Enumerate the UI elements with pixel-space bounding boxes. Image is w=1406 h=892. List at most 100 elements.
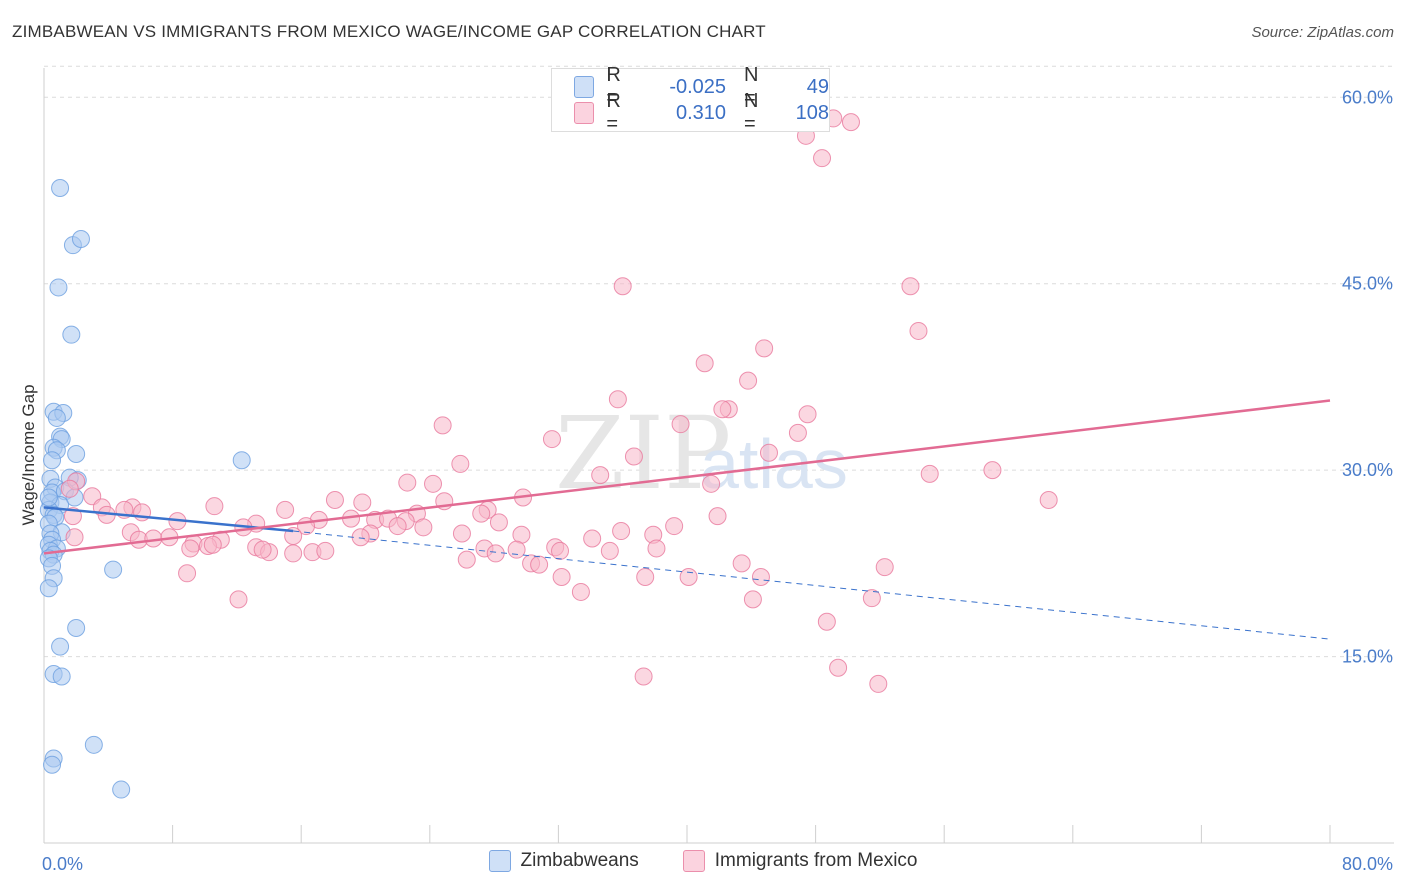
- scatter-point: [388, 517, 407, 536]
- scatter-point: [869, 674, 888, 693]
- scatter-point: [112, 780, 131, 799]
- stats-r-label: R =: [606, 90, 621, 135]
- scatter-point: [229, 590, 248, 609]
- scatter-point: [571, 582, 590, 601]
- scatter-point: [759, 443, 778, 462]
- watermark-zip: ZIP: [555, 395, 731, 512]
- scatter-point: [39, 579, 58, 598]
- scatter-point: [433, 416, 452, 435]
- scatter-point: [424, 474, 443, 493]
- scatter-point: [862, 589, 881, 608]
- stats-n-value: 108: [795, 101, 829, 124]
- stats-row-mexico: R = 0.310 N = 108: [574, 90, 829, 135]
- legend-item-mexico[interactable]: Immigrants from Mexico: [682, 850, 918, 872]
- scatter-point: [671, 415, 690, 434]
- scatter-point: [52, 667, 71, 686]
- y-tick-label: 30.0%: [1342, 460, 1393, 480]
- scatter-point: [841, 113, 860, 132]
- scatter-point: [398, 473, 417, 492]
- scatter-point: [316, 541, 335, 560]
- scatter-point: [552, 568, 571, 587]
- scatter-point: [451, 454, 470, 473]
- legend-label: Zimbabweans: [520, 850, 639, 871]
- scatter-point: [542, 430, 561, 449]
- scatter-point: [813, 149, 832, 168]
- stats-r-value: 0.310: [675, 101, 727, 124]
- scatter-point: [829, 658, 848, 677]
- scatter-point: [489, 513, 508, 532]
- scatter-point: [708, 507, 727, 526]
- scatter-point: [755, 339, 774, 358]
- scatter-point: [702, 474, 721, 493]
- scatter-point: [253, 540, 272, 559]
- scatter-point: [67, 444, 86, 463]
- legend-label: Immigrants from Mexico: [714, 850, 918, 871]
- scatter-point: [600, 541, 619, 560]
- scatter-point: [624, 447, 643, 466]
- scatter-point: [43, 451, 62, 470]
- scatter-point: [665, 517, 684, 536]
- scatter-point: [909, 321, 928, 340]
- scatter-point: [63, 507, 82, 526]
- scatter-point: [51, 637, 70, 656]
- stats-n-value: 49: [806, 75, 829, 98]
- scatter-point: [84, 735, 103, 754]
- watermark-atlas: atlas: [700, 425, 848, 503]
- scatter-point: [634, 667, 653, 686]
- scatter-point: [47, 408, 66, 427]
- scatter-point: [732, 554, 751, 573]
- scatter-point: [739, 371, 758, 390]
- scatter-point: [62, 325, 81, 344]
- scatter-point: [486, 544, 505, 563]
- y-tick-label: 45.0%: [1342, 274, 1393, 294]
- trend-line-mexico: [43, 399, 1331, 555]
- scatter-point: [49, 278, 68, 297]
- scatter-point: [679, 568, 698, 587]
- scatter-point: [43, 755, 62, 774]
- scatter-point: [695, 354, 714, 373]
- scatter-point: [414, 518, 433, 537]
- trend-lines: [43, 399, 1331, 640]
- scatter-point: [325, 490, 344, 509]
- scatter-point: [798, 405, 817, 424]
- scatter-point: [875, 558, 894, 577]
- stats-swatch-mexico: [574, 102, 595, 124]
- axes: [43, 68, 1394, 844]
- scatter-point: [507, 540, 526, 559]
- scatter-point: [901, 277, 920, 296]
- scatter-point: [457, 550, 476, 569]
- legend-swatch-mexico: [682, 850, 705, 872]
- scatter-point: [181, 539, 200, 558]
- scatter-point: [67, 618, 86, 637]
- y-tick-label: 60.0%: [1342, 87, 1393, 107]
- scatter-point: [353, 493, 372, 512]
- scatter-point: [788, 423, 807, 442]
- scatter-point: [920, 464, 939, 483]
- scatter-point: [613, 277, 632, 296]
- grid-lines: [44, 65, 1394, 658]
- scatter-point: [1039, 490, 1058, 509]
- scatter-point: [472, 504, 491, 523]
- scatter-point: [351, 528, 370, 547]
- scatter-point: [104, 560, 123, 579]
- chart-title: ZIMBABWEAN VS IMMIGRANTS FROM MEXICO WAG…: [12, 22, 766, 41]
- scatter-point: [60, 479, 79, 498]
- trend-line-zimbabweans: [293, 530, 1331, 640]
- scatter-point: [751, 568, 770, 587]
- stats-swatch-zimbabweans: [574, 76, 595, 98]
- chart-source: Source: ZipAtlas.com: [1251, 24, 1394, 41]
- scatter-point: [612, 522, 631, 541]
- y-tick-label: 15.0%: [1342, 647, 1393, 667]
- x-tick-labels: 0.0% 80.0%: [42, 854, 1393, 874]
- stats-n-label: N =: [744, 90, 759, 135]
- stats-r-value: -0.025: [669, 75, 727, 98]
- scatter-point: [591, 466, 610, 485]
- legend-item-zimbabweans[interactable]: Zimbabweans: [488, 850, 639, 872]
- scatter-point: [71, 229, 90, 248]
- scatter-point: [647, 539, 666, 558]
- scatter-point: [452, 524, 471, 543]
- scatter-point: [636, 568, 655, 587]
- series-immigrants-from-mexico: [60, 109, 1058, 693]
- stats-box: R = -0.025 N = 49 R = 0.310 N = 108: [551, 64, 830, 135]
